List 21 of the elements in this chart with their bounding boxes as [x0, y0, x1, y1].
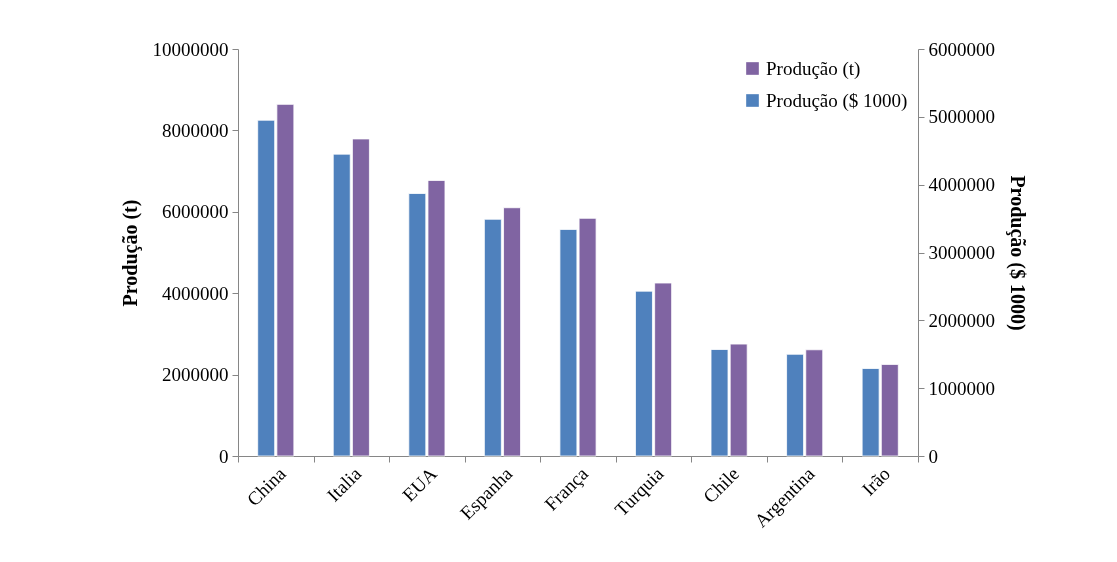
x-tick-label: Italia: [322, 462, 366, 506]
legend-label: Produção ($ 1000): [766, 89, 908, 112]
y2-tick-label: 4000000: [928, 174, 995, 196]
x-tick-label: Irão: [857, 463, 895, 500]
x-tick-label: Chile: [699, 463, 744, 508]
y-tick-label: 10000000: [152, 38, 229, 60]
y-axis-title: Produção (t): [118, 199, 142, 307]
y-tick-label: 2000000: [162, 364, 229, 386]
y2-tick-label: 1000000: [928, 377, 995, 399]
y-tick-label: 0: [219, 445, 229, 467]
x-tick-label: EUA: [398, 462, 442, 506]
y-tick-label: 8000000: [162, 119, 229, 141]
y2-tick-label: 0: [928, 445, 938, 467]
y2-tick-label: 2000000: [928, 309, 995, 331]
y2-tick-label: 6000000: [928, 38, 995, 60]
y2-axis-title: Produção ($ 1000): [1006, 175, 1029, 331]
y2-tick-label: 5000000: [928, 106, 995, 128]
y-tick-label: 4000000: [162, 282, 229, 304]
y2-tick-label: 3000000: [928, 242, 995, 263]
legend-label: Produção (t): [766, 57, 861, 80]
y-tick-label: 6000000: [162, 201, 229, 223]
